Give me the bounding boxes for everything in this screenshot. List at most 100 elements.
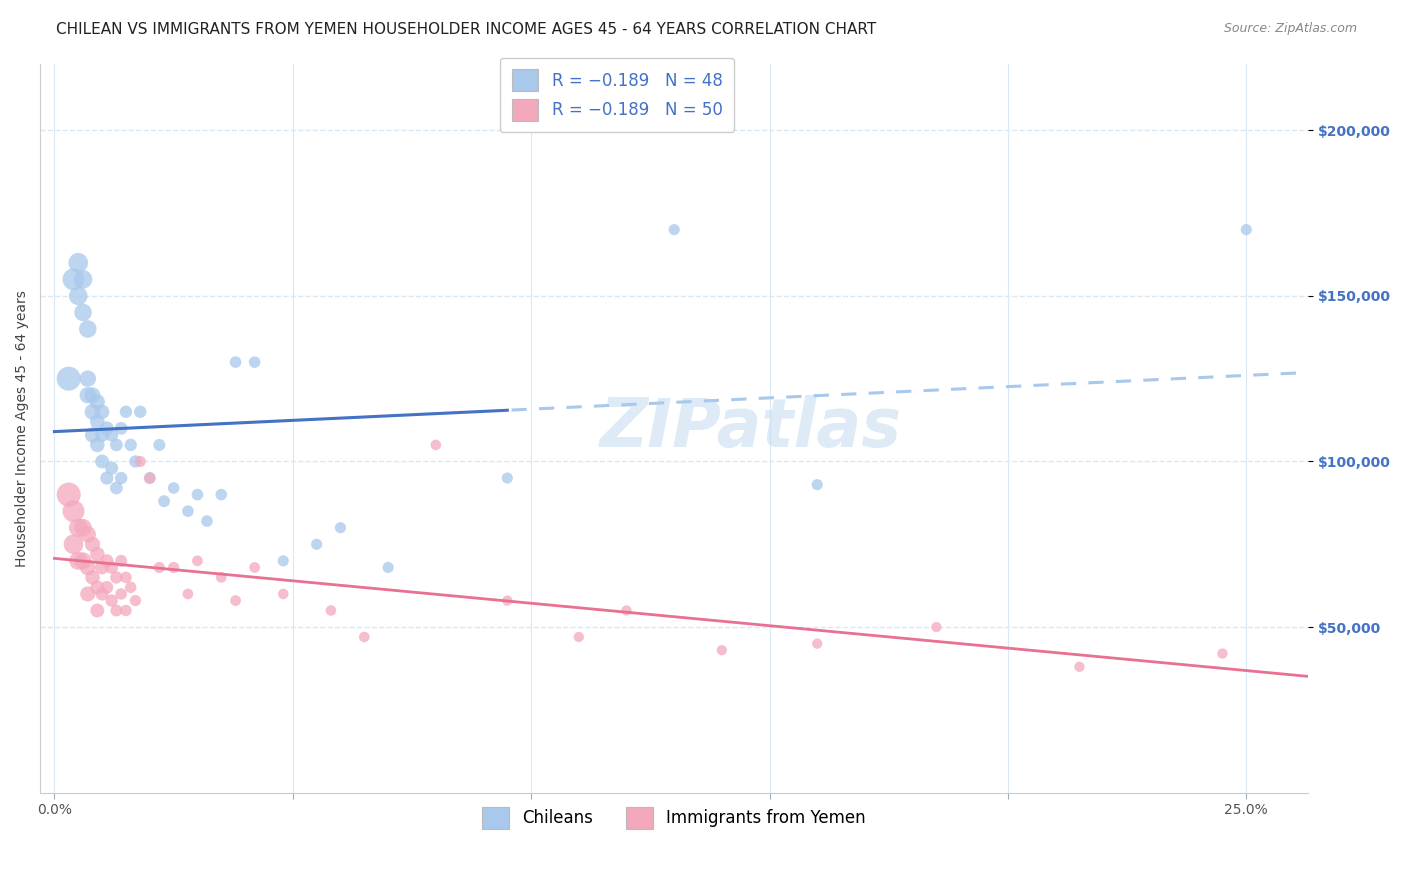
Point (86, 603, 108, 617)
Point (58, 487, 80, 501)
Point (82, 388, 104, 402)
Point (62, 272, 84, 286)
Point (1069, 660, 1091, 674)
Point (616, 603, 638, 617)
Point (76, 322, 98, 336)
Point (91, 428, 114, 442)
Point (148, 438, 170, 452)
Point (86, 438, 108, 452)
Point (806, 477, 828, 491)
Point (186, 554, 208, 568)
Point (115, 570, 138, 584)
Point (115, 603, 138, 617)
Text: ZIPatlas: ZIPatlas (599, 395, 901, 461)
Point (425, 438, 447, 452)
Legend: Chileans, Immigrants from Yemen: Chileans, Immigrants from Yemen (475, 801, 873, 835)
Point (925, 620, 948, 634)
Point (91, 560, 114, 574)
Point (148, 560, 170, 574)
Point (105, 603, 128, 617)
Point (271, 587, 294, 601)
Point (96, 471, 118, 485)
Point (153, 494, 176, 508)
Point (72, 521, 94, 535)
Point (209, 487, 232, 501)
Point (377, 560, 399, 574)
Point (271, 554, 294, 568)
Point (329, 521, 352, 535)
Point (305, 537, 328, 551)
Point (115, 405, 138, 419)
Point (120, 438, 142, 452)
Point (76, 388, 98, 402)
Point (1211, 647, 1233, 661)
Point (139, 471, 162, 485)
Point (86, 415, 108, 429)
Point (96, 421, 118, 435)
Point (67, 554, 90, 568)
Point (86, 547, 108, 561)
Point (72, 305, 94, 319)
Point (110, 471, 132, 485)
Point (120, 580, 142, 594)
Point (139, 471, 162, 485)
Point (96, 580, 118, 594)
Point (353, 630, 375, 644)
Point (177, 504, 200, 518)
Point (105, 481, 128, 495)
Point (91, 587, 114, 601)
Point (209, 570, 232, 584)
Point (664, 222, 686, 236)
Point (124, 593, 146, 607)
Point (110, 554, 132, 568)
Point (186, 487, 208, 501)
Point (91, 405, 114, 419)
Point (496, 593, 519, 607)
Point (243, 355, 266, 369)
Point (76, 587, 98, 601)
Point (82, 570, 104, 584)
Point (124, 454, 146, 468)
Point (710, 643, 733, 657)
Text: CHILEAN VS IMMIGRANTS FROM YEMEN HOUSEHOLDER INCOME AGES 45 - 64 YEARS CORRELATI: CHILEAN VS IMMIGRANTS FROM YEMEN HOUSEHO… (56, 22, 876, 37)
Point (568, 630, 591, 644)
Point (100, 560, 122, 574)
Point (76, 560, 98, 574)
Point (225, 593, 247, 607)
Point (86, 395, 108, 409)
Point (496, 471, 519, 485)
Y-axis label: Householder Income Ages 45 - 64 years: Householder Income Ages 45 - 64 years (15, 290, 30, 566)
Point (96, 554, 118, 568)
Point (225, 355, 247, 369)
Point (82, 537, 104, 551)
Point (129, 454, 152, 468)
Point (177, 587, 200, 601)
Point (76, 372, 98, 386)
Point (319, 603, 342, 617)
Point (105, 438, 128, 452)
Point (82, 405, 104, 419)
Point (105, 570, 128, 584)
Point (62, 537, 84, 551)
Point (91, 454, 114, 468)
Point (67, 256, 90, 270)
Text: Source: ZipAtlas.com: Source: ZipAtlas.com (1223, 22, 1357, 36)
Point (82, 428, 104, 442)
Point (243, 560, 266, 574)
Point (67, 521, 90, 535)
Point (110, 421, 132, 435)
Point (162, 481, 184, 495)
Point (806, 637, 828, 651)
Point (129, 405, 152, 419)
Point (86, 580, 108, 594)
Point (110, 587, 132, 601)
Point (67, 289, 90, 303)
Point (76, 527, 98, 541)
Point (100, 593, 122, 607)
Point (100, 461, 122, 475)
Point (195, 514, 218, 528)
Point (162, 560, 184, 574)
Point (100, 428, 122, 442)
Point (58, 372, 80, 386)
Point (72, 554, 94, 568)
